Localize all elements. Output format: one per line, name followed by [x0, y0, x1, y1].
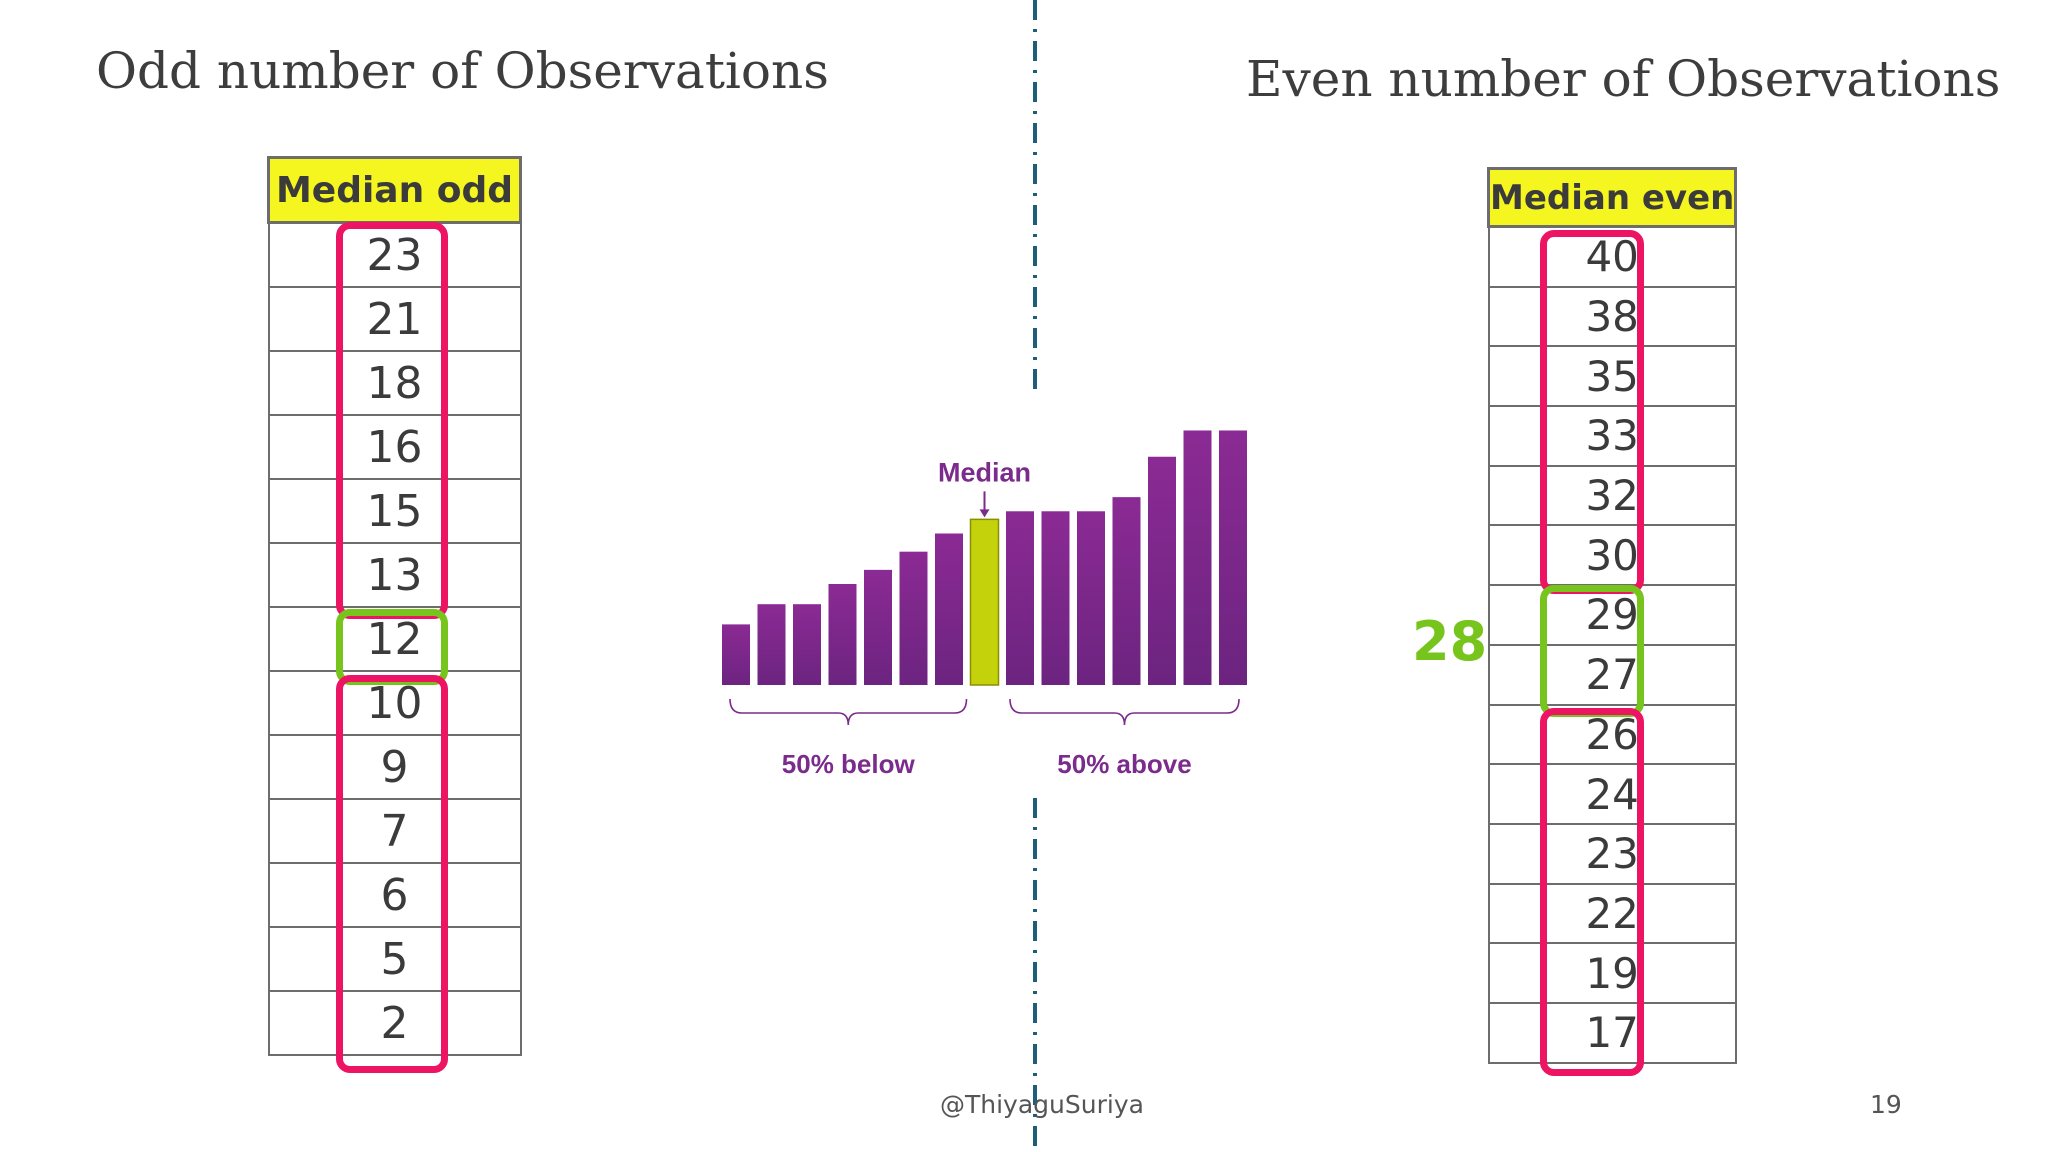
center-divider-bottom [1033, 798, 1037, 1152]
even-value-cell: 23 [1487, 822, 1737, 885]
median-bar-chart: Median 50% below 50% above [722, 430, 1247, 779]
odd-value-cell: 16 [267, 414, 522, 480]
odd-value-cell: 6 [267, 862, 522, 928]
chart-bar [1041, 511, 1070, 685]
odd-value-cell: 15 [267, 478, 522, 544]
even-value-cell: 29 [1487, 584, 1737, 646]
odd-value-cell: 7 [267, 798, 522, 864]
odd-value-cell: 10 [267, 670, 522, 736]
odd-value-cell: 2 [267, 990, 522, 1056]
center-divider-top [1033, 0, 1037, 394]
even-value-cell: 40 [1487, 225, 1737, 288]
median-bar [969, 518, 1000, 686]
odd-observations-heading: Odd number of Observations [96, 42, 829, 100]
chart-bar [1077, 511, 1105, 685]
odd-value-cell: 13 [267, 542, 522, 608]
odd-value-cell: 12 [267, 606, 522, 672]
above-brace [1009, 698, 1240, 726]
odd-value-cell: 5 [267, 926, 522, 992]
even-value-cell: 33 [1487, 405, 1737, 467]
below-brace [729, 698, 968, 726]
even-median-table: Median even 40 38 35 33 32 30 29 27 26 24 23 22 19 17 [1486, 167, 1738, 1064]
chart-bar [1112, 497, 1141, 685]
chart-bar [1219, 430, 1247, 685]
even-value-cell: 30 [1487, 524, 1737, 587]
even-observations-heading: Even number of Observations [1246, 50, 2001, 108]
chart-bar [864, 569, 892, 685]
chart-bar [1148, 456, 1176, 685]
even-value-cell: 27 [1487, 643, 1737, 706]
median-annotation-label: Median [938, 457, 1031, 487]
even-table-header: Median even [1486, 167, 1738, 228]
chart-bar [828, 584, 857, 685]
odd-table-header: Median odd [267, 156, 522, 224]
below-label: 50% below [782, 749, 916, 779]
even-value-cell: 24 [1487, 763, 1737, 825]
chart-bar [1183, 430, 1212, 685]
chart-bar [757, 604, 786, 685]
even-value-cell: 38 [1487, 285, 1737, 348]
odd-median-table: Median odd 23 21 18 16 15 13 12 10 9 7 6 5 2 [267, 156, 522, 1056]
odd-value-cell: 21 [267, 286, 522, 352]
odd-value-cell: 23 [267, 221, 522, 288]
chart-bar [1006, 511, 1034, 685]
even-value-cell: 35 [1487, 345, 1737, 408]
odd-value-cell: 18 [267, 350, 522, 416]
slide-number: 19 [1870, 1090, 1902, 1119]
chart-bar [793, 604, 821, 685]
even-value-cell: 19 [1487, 942, 1737, 1004]
even-value-cell: 17 [1487, 1001, 1737, 1064]
odd-value-cell: 9 [267, 734, 522, 800]
even-value-cell: 32 [1487, 464, 1737, 527]
footer-handle: @ThiyaguSuriya [940, 1090, 1144, 1119]
chart-bar [899, 551, 928, 685]
even-value-cell: 26 [1487, 703, 1737, 766]
chart-bar [935, 533, 963, 685]
even-median-result: 28 [1412, 610, 1488, 673]
above-label: 50% above [1057, 749, 1191, 779]
median-arrow-head [979, 509, 990, 518]
chart-bar [722, 624, 750, 685]
even-value-cell: 22 [1487, 882, 1737, 945]
